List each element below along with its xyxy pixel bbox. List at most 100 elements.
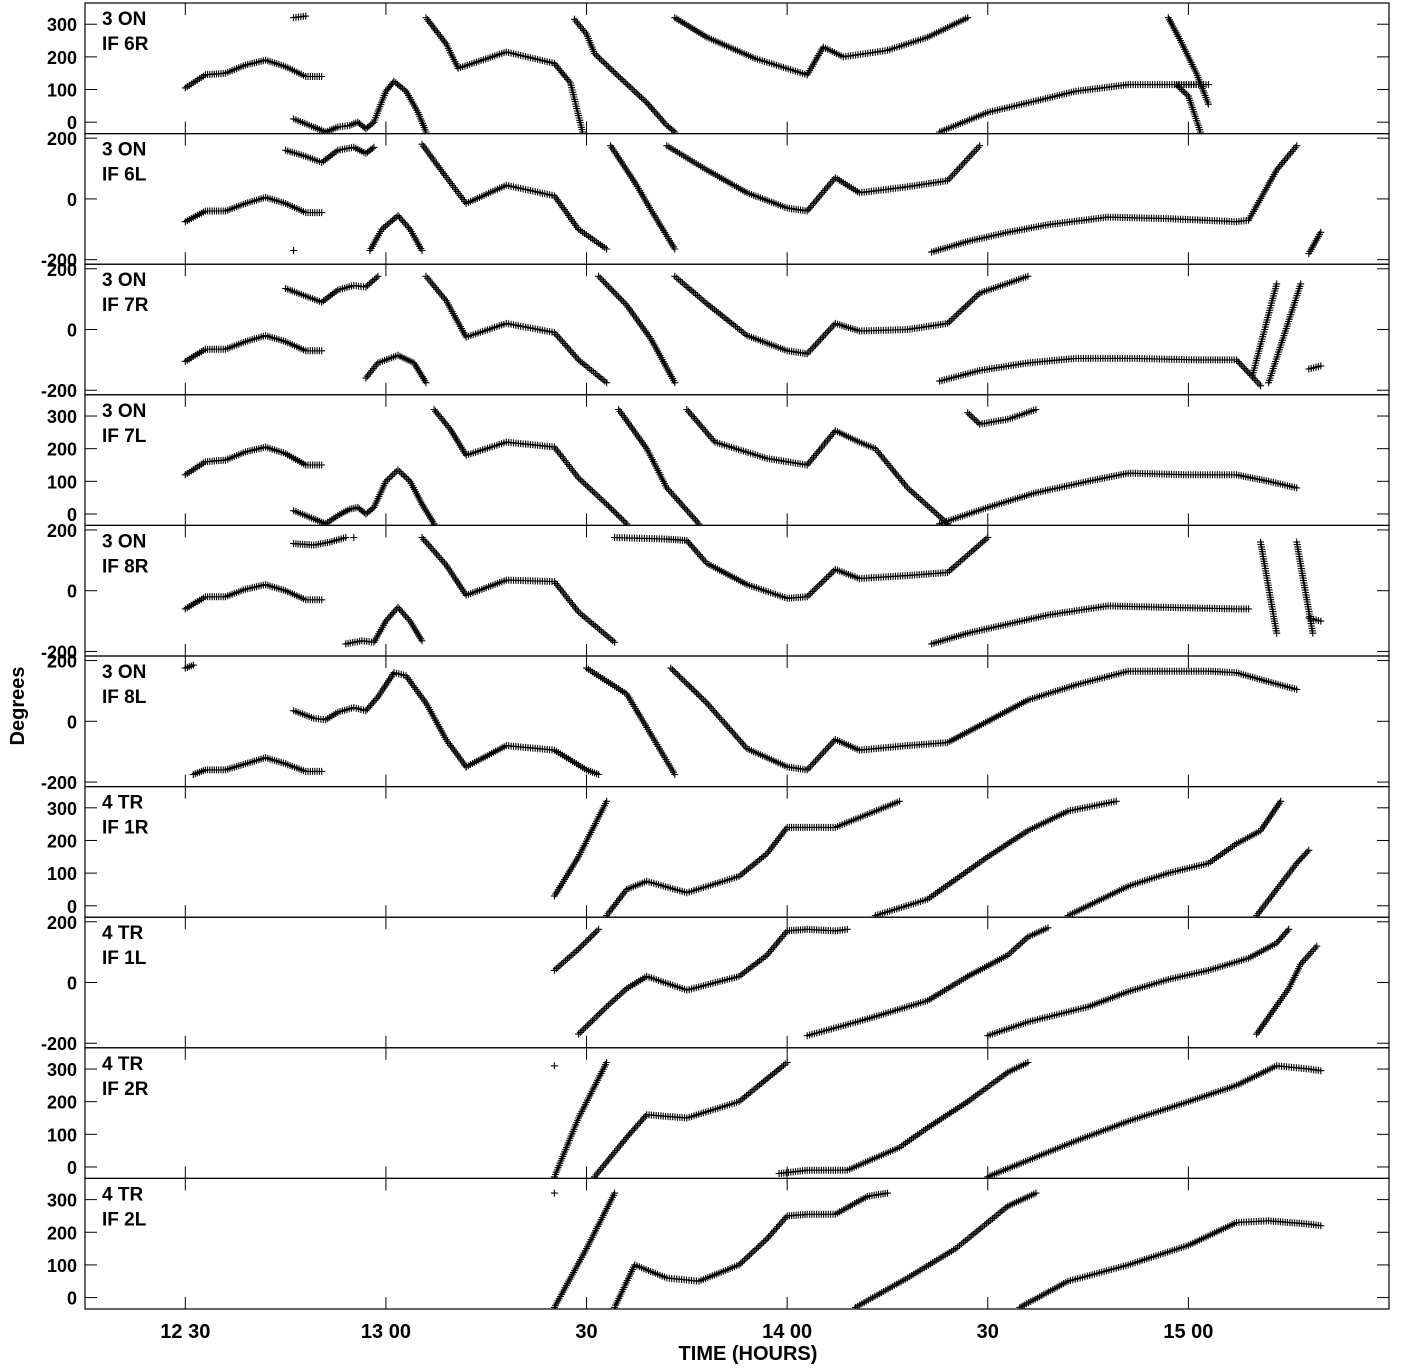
data-point-markers — [1064, 797, 1285, 918]
panel-9: 0 100 200 300 4 TR IF 2R — [47, 1047, 1390, 1180]
panel-label-source: 4 TR — [102, 793, 143, 814]
data-point-markers — [181, 581, 326, 613]
y-tick-label: 300 — [47, 407, 77, 427]
data-point-markers — [984, 1062, 1325, 1179]
data-point-markers — [418, 534, 619, 646]
panel-label-if: IF 8R — [102, 556, 149, 577]
data-series — [181, 12, 1212, 134]
data-point-markers — [282, 143, 378, 166]
y-tick-label: 0 — [67, 897, 77, 917]
data-point-markers — [181, 56, 326, 92]
x-axis-label: TIME (HOURS) — [679, 1343, 818, 1365]
data-point-markers — [1253, 942, 1321, 1038]
y-axis-label: Degrees — [7, 667, 29, 746]
data-point-markers — [189, 754, 326, 778]
y-tick-label: -200 — [41, 773, 77, 793]
panel-2: -200 0 200 3 ON IF 6L — [41, 129, 1390, 271]
data-point-markers — [550, 1189, 619, 1310]
data-point-markers — [362, 351, 430, 387]
data-point-markers — [1305, 228, 1325, 258]
data-point-markers — [1016, 1217, 1325, 1310]
data-series — [550, 1189, 1325, 1310]
data-point-markers — [1265, 280, 1305, 387]
panel-label-source: 3 ON — [102, 662, 146, 683]
y-tick-label: 0 — [67, 582, 77, 602]
data-point-markers — [181, 661, 197, 672]
data-point-markers — [671, 272, 1032, 358]
data-point-markers — [928, 602, 1253, 648]
panel-label-if: IF 7R — [102, 295, 149, 316]
data-point-markers — [595, 272, 679, 387]
data-series — [550, 797, 1313, 918]
y-tick-label: 200 — [47, 440, 77, 460]
y-tick-label: -200 — [41, 381, 77, 401]
y-tick-label: 100 — [47, 1256, 77, 1276]
data-point-markers — [984, 925, 1293, 1040]
y-tick-label: 0 — [67, 1289, 77, 1309]
data-point-markers — [290, 77, 430, 134]
data-point-markers — [1305, 614, 1325, 625]
data-point-markers — [871, 797, 1120, 918]
y-tick-label: 300 — [47, 15, 77, 35]
data-series — [181, 272, 1325, 390]
y-tick-label: -200 — [41, 642, 77, 662]
panel-6: -200 0 200 3 ON IF 8L — [41, 652, 1390, 793]
data-point-markers — [611, 534, 992, 602]
data-point-markers — [803, 924, 1052, 1040]
data-series — [181, 140, 1325, 258]
data-series — [550, 924, 1321, 1040]
data-point-markers — [181, 332, 326, 365]
y-tick-label: 200 — [47, 1093, 77, 1113]
data-series — [181, 534, 1325, 648]
data-point-markers — [964, 406, 1040, 428]
data-point-markers — [1164, 14, 1212, 108]
y-tick-label: 0 — [67, 190, 77, 210]
panel-label-source: 3 ON — [102, 270, 146, 291]
y-tick-label: 200 — [47, 831, 77, 851]
panel-label-source: 3 ON — [102, 140, 146, 161]
x-tick-label: 12 30 — [160, 1321, 210, 1343]
y-tick-label: -200 — [41, 1034, 77, 1054]
data-point-markers — [663, 142, 984, 215]
data-point-markers — [667, 664, 1301, 774]
data-series — [550, 1059, 1325, 1179]
y-tick-label: 200 — [47, 129, 77, 149]
y-tick-label: 100 — [47, 864, 77, 884]
panel-label-if: IF 1L — [102, 948, 147, 969]
data-point-markers — [290, 534, 350, 549]
panel-label-source: 4 TR — [102, 1054, 143, 1075]
data-point-markers — [342, 603, 426, 648]
data-point-markers — [571, 15, 679, 134]
data-point-markers — [290, 466, 438, 526]
data-point-markers — [936, 469, 1301, 526]
data-point-markers — [1257, 538, 1281, 637]
data-series — [181, 406, 1301, 526]
data-point-markers — [1253, 846, 1313, 918]
y-tick-label: 300 — [47, 799, 77, 819]
data-point-markers — [591, 1059, 791, 1179]
y-tick-label: 0 — [67, 712, 77, 732]
data-point-markers — [422, 272, 611, 387]
panel-label-source: 3 ON — [102, 9, 146, 30]
data-point-markers — [775, 1059, 1032, 1177]
x-tick-label: 14 00 — [762, 1321, 812, 1343]
y-tick-label: 100 — [47, 1125, 77, 1145]
data-point-markers — [583, 664, 679, 778]
data-point-markers — [430, 406, 631, 526]
data-point-markers — [1249, 280, 1281, 379]
data-point-markers — [282, 272, 382, 306]
panel-label-source: 3 ON — [102, 401, 146, 422]
y-tick-label: 0 — [67, 113, 77, 133]
y-tick-label: 0 — [67, 974, 77, 994]
data-point-markers — [575, 925, 851, 1038]
data-point-markers — [550, 797, 611, 900]
data-point-markers — [671, 14, 972, 79]
data-point-markers — [603, 797, 903, 918]
data-point-markers — [550, 1189, 558, 1197]
x-tick-label: 13 00 — [361, 1321, 411, 1343]
x-tick-label: 30 — [977, 1321, 999, 1343]
panel-label-if: IF 1R — [102, 818, 149, 839]
data-point-markers — [683, 406, 952, 526]
y-tick-label: 200 — [47, 260, 77, 280]
